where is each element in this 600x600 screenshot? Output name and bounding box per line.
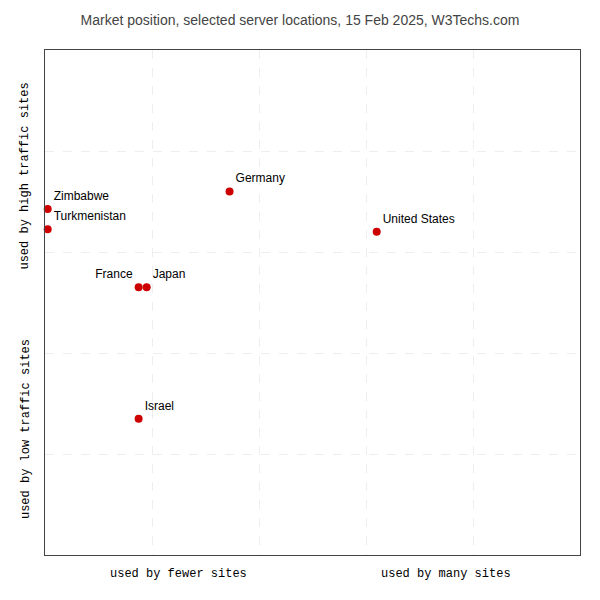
svg-text:France: France (95, 267, 133, 281)
svg-text:Germany: Germany (236, 171, 285, 185)
svg-text:Market position, selected serv: Market position, selected server locatio… (81, 12, 520, 28)
svg-text:Turkmenistan: Turkmenistan (54, 209, 126, 223)
svg-text:Israel: Israel (145, 399, 174, 413)
svg-text:used by high traffic sites: used by high traffic sites (18, 82, 32, 269)
svg-text:United States: United States (383, 212, 455, 226)
svg-text:Japan: Japan (153, 267, 186, 281)
svg-text:Zimbabwe: Zimbabwe (54, 189, 110, 203)
svg-text:used by low traffic sites: used by low traffic sites (19, 339, 33, 519)
svg-text:used by many sites: used by many sites (381, 567, 511, 581)
svg-text:used by fewer sites: used by fewer sites (110, 567, 247, 581)
